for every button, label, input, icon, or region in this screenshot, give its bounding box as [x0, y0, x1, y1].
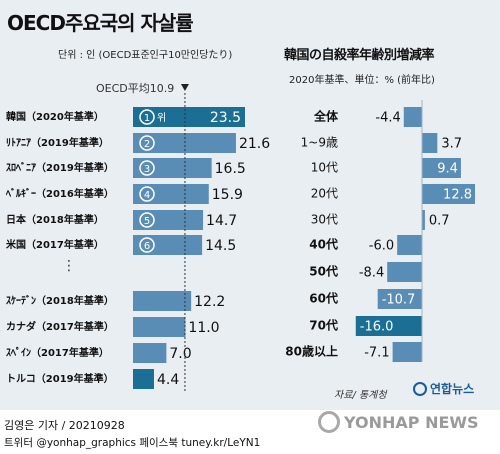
age-label-3: 20代	[311, 187, 338, 201]
age-value-label-9: -7.1	[364, 346, 389, 361]
chart-panel	[0, 0, 500, 410]
age-bar-9	[392, 342, 422, 362]
left-unit-note: 단위 : 인 (OECD표준인구10만인당たり)	[58, 50, 233, 61]
yonhap-logo-text: 연합뉴스	[430, 382, 475, 396]
category-label-2: ｽﾛﾍﾞﾆｱ（2019年基準）	[6, 161, 114, 174]
category-label-4: 日本（2018年基準）	[6, 213, 104, 226]
age-value-label-6: -8.4	[359, 266, 384, 281]
bar-4	[133, 210, 204, 230]
bar-8	[133, 343, 167, 363]
credit-line: 김영은 기자 / 20210928	[4, 419, 125, 432]
rank-number-2: 3	[144, 164, 150, 175]
rank-badge-0	[139, 109, 155, 125]
age-value-label-8: -16.0	[360, 320, 394, 335]
rank-number-5: 6	[144, 241, 150, 252]
age-label-0: 全体	[313, 109, 339, 124]
age-value-label-2: 9.4	[437, 162, 458, 177]
bar-9	[133, 369, 154, 389]
rank-badge-4	[139, 212, 155, 228]
age-label-6: 50代	[309, 264, 338, 279]
right-unit-note: 2020年基準、単位：% (前年比)	[289, 75, 435, 86]
rank-number-0: 1	[144, 113, 150, 124]
right-chart-title: 韓国の自殺率年齢別増減率	[284, 48, 435, 63]
value-label-7: 11.0	[188, 320, 219, 336]
age-bar-6	[387, 262, 422, 282]
social-line: 트위터 @yonhap_graphics 페이스북 tuney.kr/LeYN1	[4, 437, 261, 449]
age-bar-4	[422, 210, 425, 230]
value-label-6: 12.2	[194, 294, 225, 310]
source-note: 자료/ 통계청	[334, 390, 387, 401]
oecd-average-marker	[180, 84, 189, 91]
age-bar-3	[422, 184, 475, 204]
age-bar-7	[377, 289, 422, 309]
chart-canvas: 韓国（2020年基準） 23.5 1 위 ﾘﾄｱﾆｱ（2019年基準） 21.6 2 ｽﾛﾍﾞ…	[5, 84, 475, 392]
bar-7	[133, 317, 186, 337]
age-label-7: 60代	[309, 291, 338, 306]
yonhap-logo: 연합뉴스	[413, 380, 474, 397]
value-label-8: 7.0	[169, 346, 191, 362]
yonhap-logo-icon	[413, 381, 427, 396]
footer	[0, 410, 500, 454]
bar-0	[133, 107, 245, 127]
category-label-8: ｽﾍﾟｲﾝ（2017年基準）	[6, 346, 109, 359]
age-label-2: 10代	[311, 161, 338, 175]
rank-badge-3	[139, 186, 155, 202]
age-label-8: 70代	[309, 318, 338, 333]
category-label-5: 米国（2017年基準）	[6, 238, 104, 251]
yonhap-watermark-icon	[318, 411, 340, 433]
chart-title: OECD주요국의 자살률	[7, 11, 194, 35]
age-label-9: 80歳以上	[285, 344, 338, 359]
age-bar-2	[422, 158, 461, 178]
value-label-1: 21.6	[239, 136, 270, 152]
value-label-9: 4.4	[157, 372, 179, 388]
yonhap-watermark: YONHAP NEWS	[318, 411, 479, 433]
value-label-0: 23.5	[210, 110, 241, 126]
age-value-label-1: 3.7	[441, 137, 462, 152]
age-value-label-5: -6.0	[369, 239, 394, 254]
age-value-label-4: 0.7	[429, 214, 450, 229]
age-label-5: 40代	[309, 237, 338, 252]
category-label-0: 韓国（2020年基準）	[6, 110, 104, 123]
category-label-1: ﾘﾄｱﾆｱ（2019年基準）	[6, 136, 109, 149]
category-label-3: ﾍﾞﾙｷﾞｰ（2016年基準）	[5, 187, 114, 200]
age-bar-8	[355, 316, 422, 336]
yonhap-watermark-text: YONHAP NEWS	[344, 412, 479, 432]
age-value-label-0: -4.4	[375, 111, 400, 126]
age-label-1: 1~9歳	[301, 136, 338, 150]
category-label-9: トルコ（2019年基準）	[6, 372, 114, 385]
age-label-4: 30代	[311, 213, 338, 227]
rank-suffix: 위	[157, 111, 166, 124]
rank-badge-5	[139, 237, 155, 253]
age-bar-1	[422, 133, 438, 153]
value-label-2: 16.5	[215, 161, 246, 177]
value-label-3: 15.9	[212, 187, 243, 203]
oecd-average-label: OECD平均10.9	[96, 82, 175, 95]
value-label-5: 14.5	[205, 238, 236, 254]
rank-number-4: 5	[144, 216, 150, 227]
category-label-7: カナダ（2017年基準）	[6, 320, 114, 333]
rank-number-3: 4	[144, 190, 150, 201]
ellipsis-dots: ⋮	[62, 258, 76, 274]
value-label-4: 14.7	[206, 213, 237, 229]
bar-6	[133, 291, 192, 311]
age-value-label-3: 12.8	[443, 188, 472, 203]
rank-badge-2	[139, 160, 155, 176]
age-bar-5	[397, 235, 422, 255]
rank-number-1: 2	[144, 139, 150, 150]
age-bar-0	[403, 107, 422, 127]
age-value-label-7: -10.7	[382, 293, 416, 308]
rank-badge-1	[139, 135, 155, 151]
category-label-6: ｽｹｰﾃﾞﾝ（2018年基準）	[6, 294, 114, 307]
